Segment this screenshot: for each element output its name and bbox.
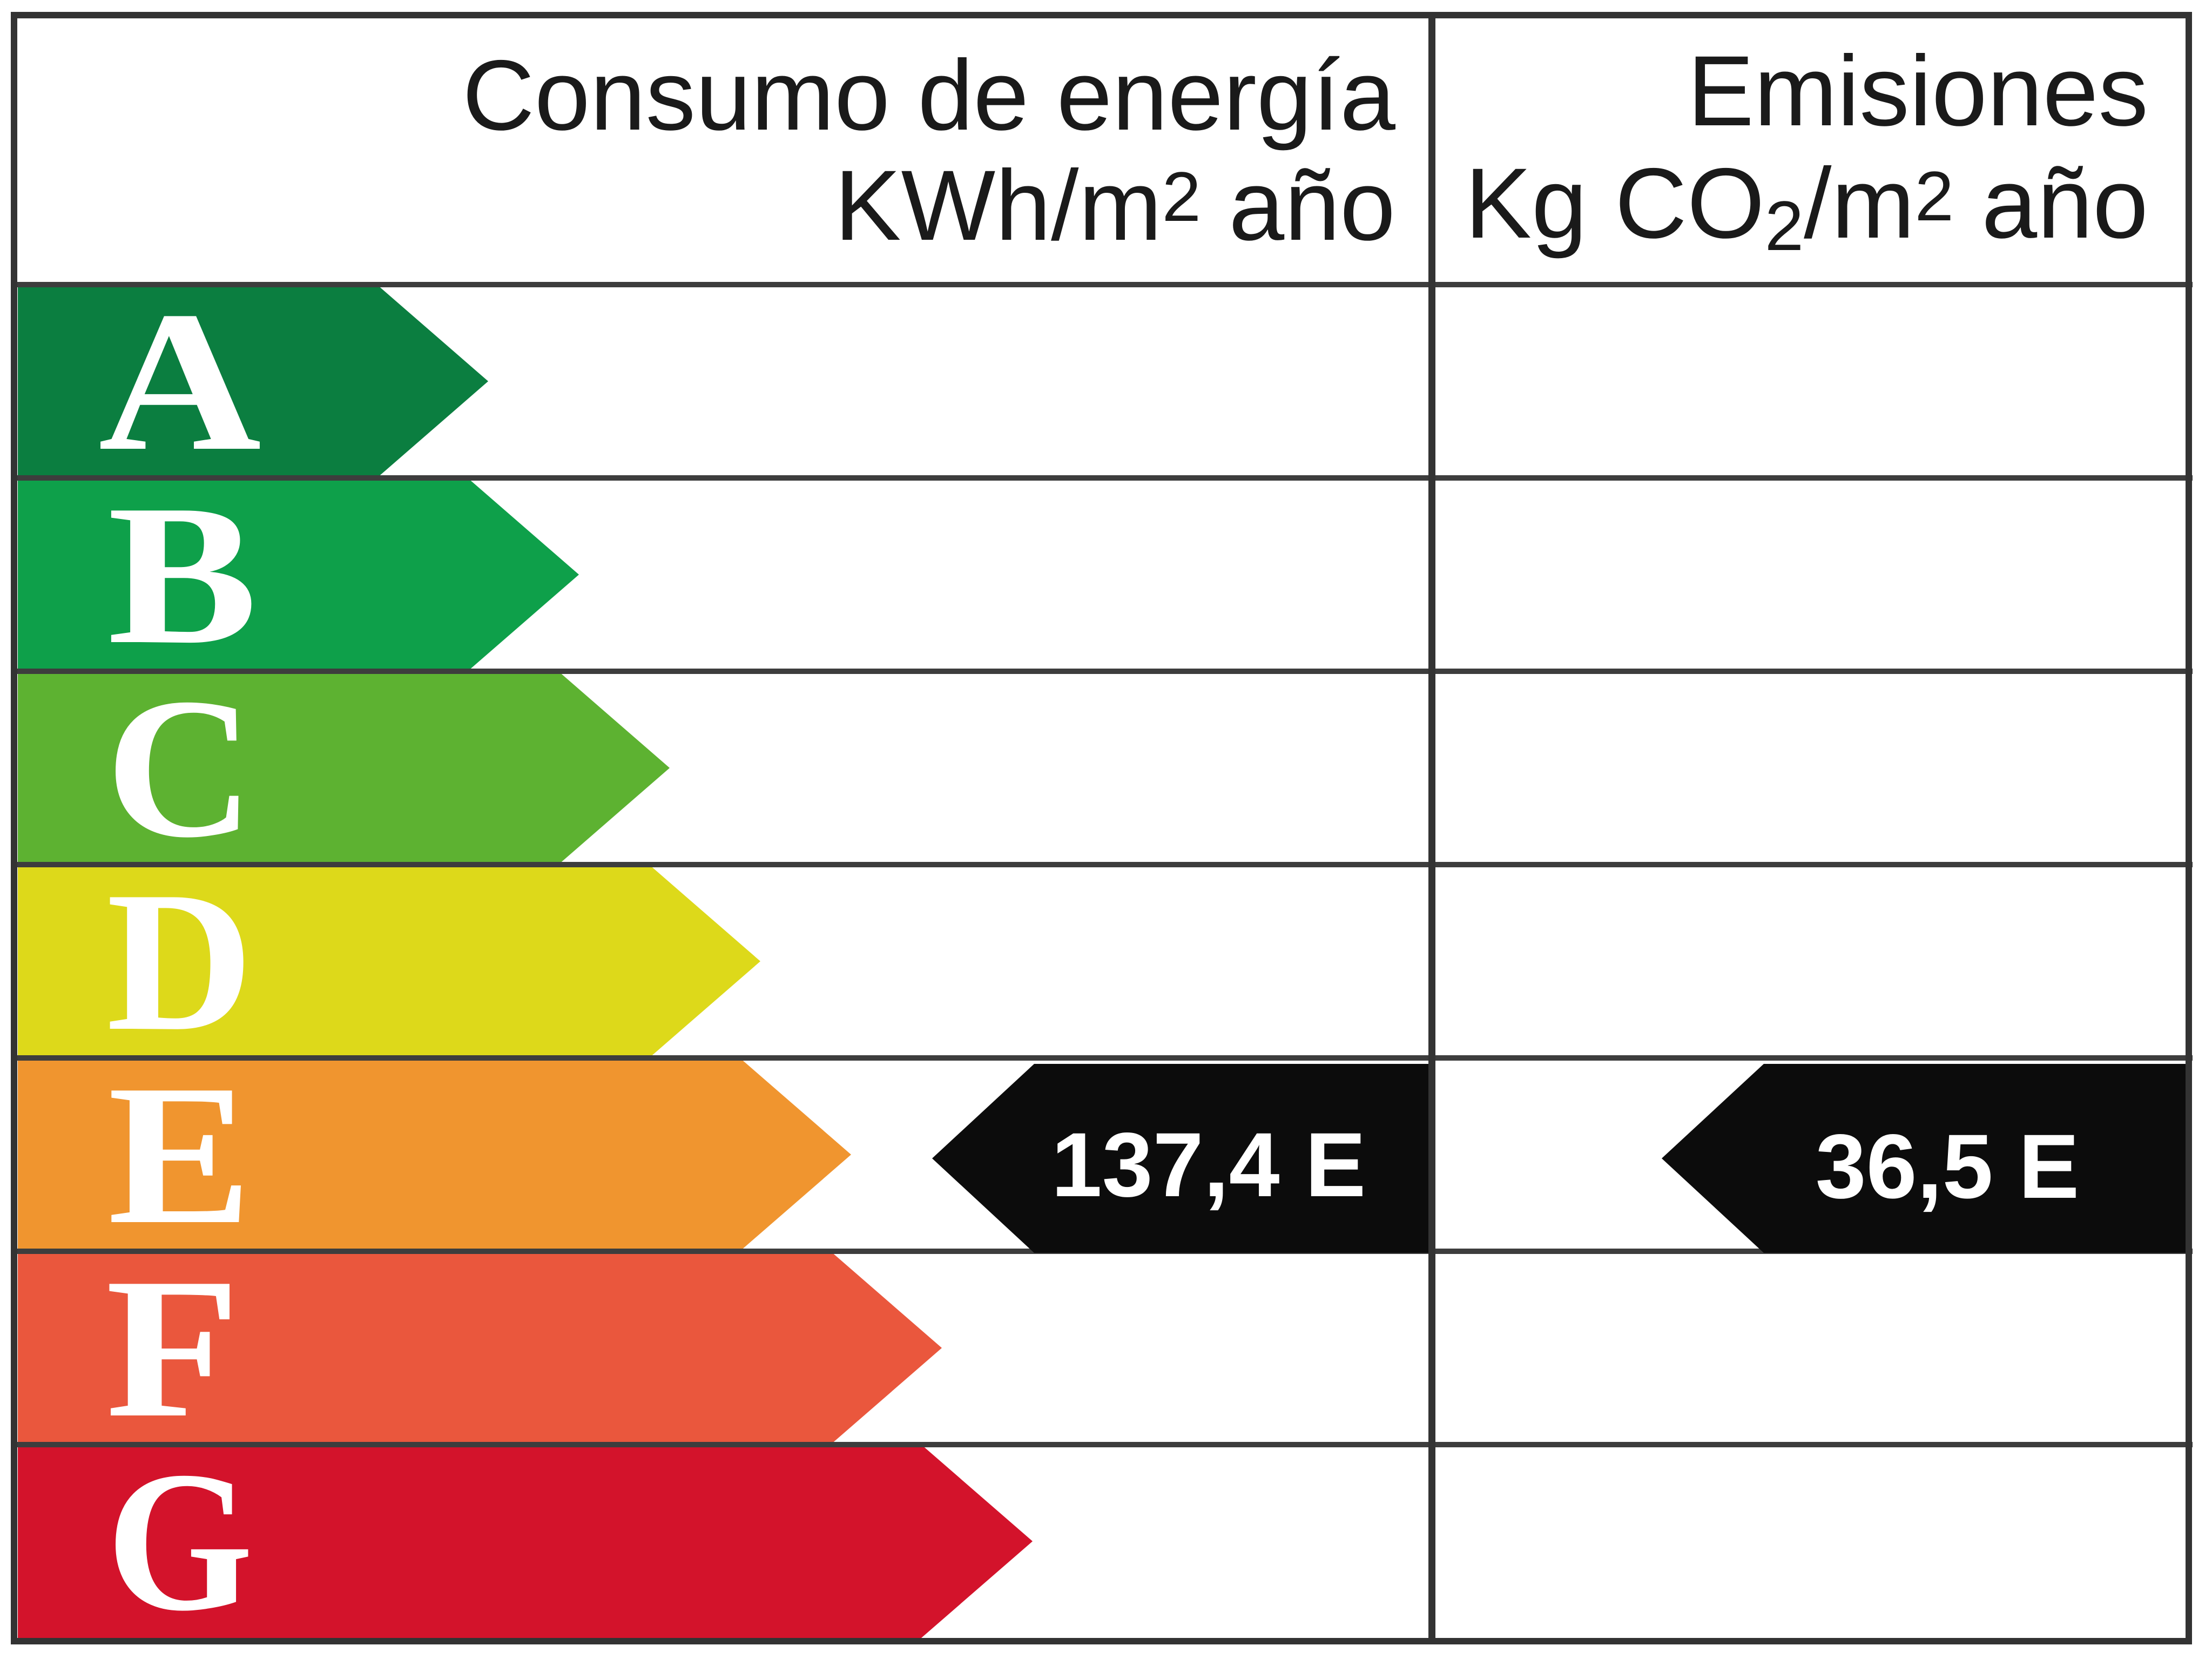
svg-text:Kg CO2/m2 año: Kg CO2/m2 año xyxy=(1465,148,2148,265)
svg-text:G: G xyxy=(106,1431,253,1653)
svg-text:F: F xyxy=(106,1237,240,1459)
svg-text:E: E xyxy=(108,1044,252,1266)
svg-text:Consumo de energía: Consumo de energía xyxy=(462,40,1395,151)
svg-text:KWh/m2 año: KWh/m2 año xyxy=(834,150,1395,261)
svg-text:36,5 E: 36,5 E xyxy=(1816,1115,2080,1217)
svg-text:B: B xyxy=(107,464,258,686)
svg-text:Emisiones: Emisiones xyxy=(1688,36,2148,147)
svg-text:A: A xyxy=(98,271,261,493)
svg-text:137,4 E: 137,4 E xyxy=(1051,1114,1366,1216)
svg-text:C: C xyxy=(106,657,254,879)
svg-text:D: D xyxy=(106,851,253,1073)
